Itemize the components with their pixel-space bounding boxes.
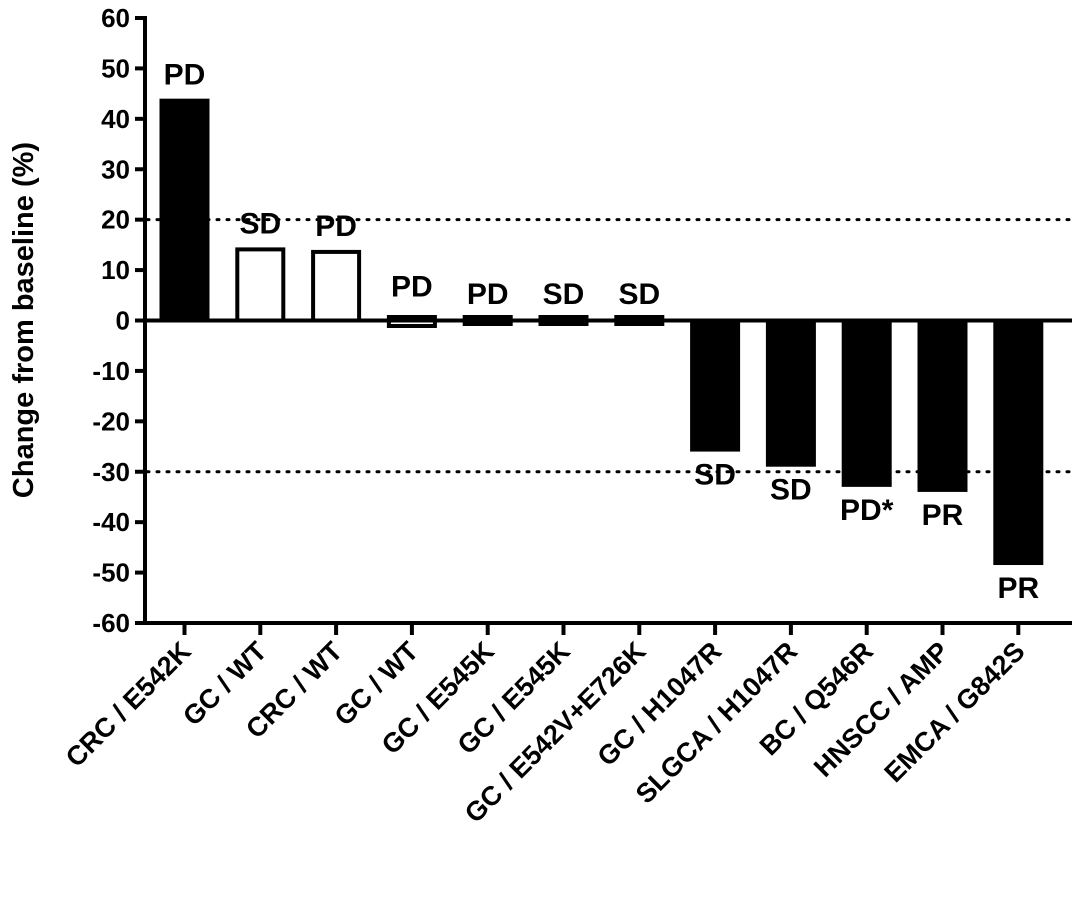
response-label: SD bbox=[694, 459, 736, 492]
zero-line-group bbox=[143, 318, 1072, 635]
y-tick-label: -60 bbox=[92, 608, 130, 638]
y-tick-label: -40 bbox=[92, 507, 130, 537]
y-tick-label: -30 bbox=[92, 457, 130, 487]
y-axis-label: Change from baseline (%) bbox=[8, 142, 40, 498]
bar bbox=[841, 320, 892, 487]
y-tick-label: 30 bbox=[101, 154, 130, 184]
bar bbox=[235, 247, 286, 323]
bar bbox=[993, 320, 1044, 566]
y-tick-label: -50 bbox=[92, 558, 130, 588]
bar bbox=[690, 320, 741, 452]
y-tick-label: -20 bbox=[92, 406, 130, 436]
response-label: SD bbox=[618, 278, 660, 311]
response-label: PR bbox=[997, 572, 1039, 605]
response-label: PD bbox=[391, 270, 433, 303]
bar bbox=[159, 98, 210, 321]
y-tick-label: 10 bbox=[101, 255, 130, 285]
x-tick-label: CRC / E542K bbox=[60, 636, 197, 773]
y-tick-label: 40 bbox=[101, 104, 130, 134]
response-label: PR bbox=[922, 499, 964, 532]
response-label: PD bbox=[164, 59, 206, 92]
response-label: SD bbox=[770, 474, 812, 507]
y-tick-label: 60 bbox=[101, 3, 130, 33]
response-label: PD bbox=[467, 278, 509, 311]
response-label: PD* bbox=[840, 494, 894, 527]
response-labels: PD SD PD PD PD SD SD SD SD PD* PR PR bbox=[164, 59, 1040, 605]
bar bbox=[311, 249, 362, 323]
bars bbox=[159, 98, 1044, 566]
response-label: SD bbox=[239, 207, 281, 240]
bar bbox=[917, 320, 968, 492]
y-axis: 60 50 40 30 20 10 0 -10 -20 -30 -40 -50 -60 bbox=[92, 3, 147, 638]
bar bbox=[765, 320, 816, 467]
x-tick-label: EMCA / G842S bbox=[878, 636, 1030, 788]
y-tick-label: 0 bbox=[116, 306, 130, 336]
y-tick-label: 50 bbox=[101, 53, 130, 83]
response-label: SD bbox=[543, 278, 585, 311]
x-tick-label: HNSCC / AMP bbox=[808, 636, 955, 783]
response-label: PD bbox=[315, 210, 357, 243]
y-tick-label: 20 bbox=[101, 205, 130, 235]
y-tick-label: -10 bbox=[92, 356, 130, 386]
